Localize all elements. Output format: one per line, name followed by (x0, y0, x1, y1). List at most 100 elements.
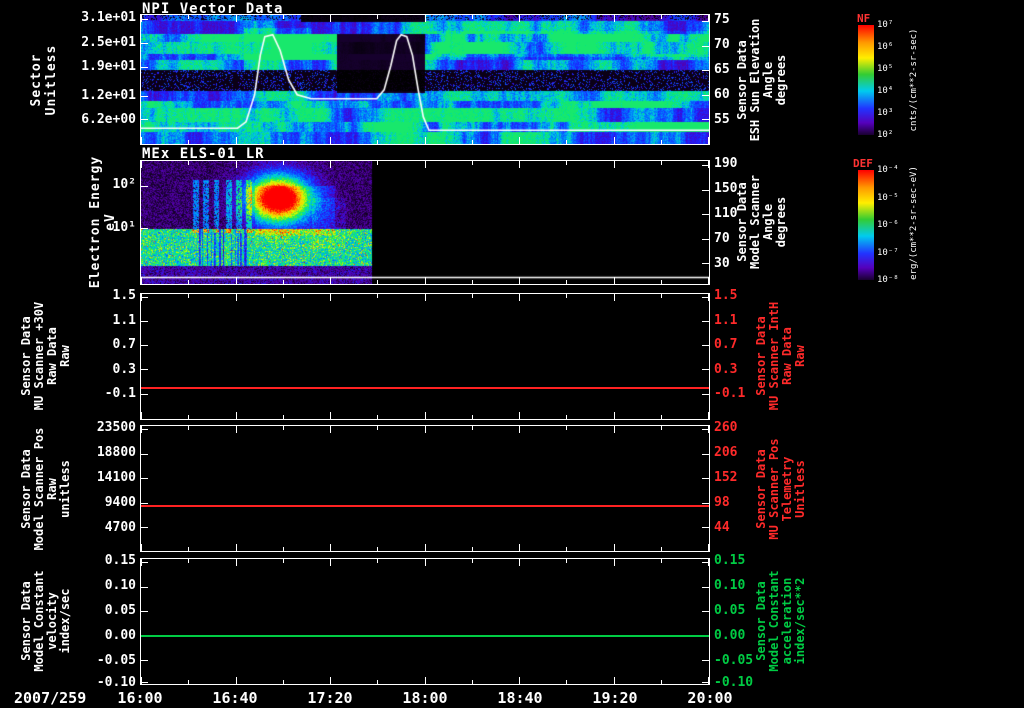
x-tick-minor (472, 680, 473, 684)
y-tick-label-right: 30 (714, 256, 730, 271)
y-tick (141, 321, 148, 322)
x-tick-minor (188, 547, 189, 551)
y-tick-label-right: 150 (714, 181, 738, 196)
colorbar-tick-label: 10⁻⁶ (877, 220, 899, 230)
y-tick-label-right: 152 (714, 470, 738, 485)
y-tick (141, 660, 148, 661)
x-tick-minor (188, 15, 189, 19)
y-tick-label-left: 0.10 (104, 578, 136, 593)
x-tick-minor (661, 547, 662, 551)
y-tick (141, 682, 148, 683)
y-tick-label-right: 0.7 (714, 337, 738, 352)
mu-scanner-raw-panel (140, 293, 710, 420)
x-tick-major (519, 161, 520, 168)
panel-title-npi: NPI Vector Data (142, 1, 284, 17)
x-tick-major (708, 137, 709, 144)
y-tick-label-left: 1.1 (112, 313, 136, 328)
y-tick (702, 190, 709, 191)
y-tick (141, 345, 148, 346)
x-tick-major (425, 294, 426, 301)
p4-left-axis-label: Sensor Data Model Constant velocity inde… (19, 570, 72, 672)
x-tick-minor (661, 294, 662, 298)
y-tick (702, 369, 709, 370)
x-tick-major (330, 161, 331, 168)
x-tick-major (519, 294, 520, 301)
x-tick-major (519, 412, 520, 419)
y-tick (141, 587, 148, 588)
x-tick-major (236, 15, 237, 22)
x-tick-major (236, 677, 237, 684)
y-tick-label-left: 0.15 (104, 553, 136, 568)
x-tick-label: 17:20 (307, 689, 353, 707)
x-tick-major (330, 677, 331, 684)
x-tick-minor (566, 161, 567, 165)
x-tick-major (330, 544, 331, 551)
colorbar-tick-label: 10⁶ (877, 42, 894, 52)
x-tick-minor (283, 426, 284, 430)
x-tick-major (519, 677, 520, 684)
x-tick-major (425, 544, 426, 551)
y-tick-label-left: 0.00 (104, 628, 136, 643)
x-tick-minor (377, 161, 378, 165)
x-tick-minor (661, 15, 662, 19)
y-tick (702, 562, 709, 563)
x-tick-major (236, 294, 237, 301)
x-tick-minor (377, 294, 378, 298)
x-tick-major (330, 15, 331, 22)
y-tick (141, 394, 148, 395)
x-tick-major (236, 412, 237, 419)
y-tick-label-right: 190 (714, 156, 738, 171)
x-tick-major (708, 544, 709, 551)
y-tick-label-left: 1.2e+01 (81, 88, 136, 103)
x-tick-major (708, 15, 709, 22)
y-tick (141, 369, 148, 370)
y-tick (702, 611, 709, 612)
x-tick-minor (661, 426, 662, 430)
def-colorbar (858, 170, 874, 280)
x-tick-minor (472, 140, 473, 144)
y-tick-label-right: 0.15 (714, 553, 746, 568)
x-tick-minor (566, 294, 567, 298)
x-tick-major (519, 426, 520, 433)
colorbar-tick-label: 10⁻⁴ (877, 165, 899, 175)
y-tick-label-left: 1.9e+01 (81, 59, 136, 74)
x-tick-minor (566, 559, 567, 563)
y-tick (702, 454, 709, 455)
x-tick-major (519, 559, 520, 566)
colorbar-tick-label: 10⁷ (877, 20, 894, 30)
y-tick-label-left: -0.1 (104, 386, 136, 401)
panel-title-els: MEx ELS-01 LR (142, 146, 265, 162)
x-tick-major (614, 137, 615, 144)
x-tick-minor (283, 415, 284, 419)
y-tick-label-right: 0.00 (714, 628, 746, 643)
y-tick-label-left: -0.05 (96, 653, 136, 668)
x-tick-major (614, 544, 615, 551)
x-tick-minor (188, 680, 189, 684)
x-tick-minor (472, 426, 473, 430)
x-tick-label: 19:20 (592, 689, 638, 707)
x-tick-minor (188, 140, 189, 144)
x-tick-major (614, 559, 615, 566)
x-tick-major (236, 426, 237, 433)
y-tick-label-right: 0.10 (714, 578, 746, 593)
x-tick-major (614, 277, 615, 284)
x-tick-minor (661, 140, 662, 144)
x-tick-major (141, 677, 142, 684)
y-tick (702, 165, 709, 166)
model-scanner-pos-panel (140, 425, 710, 552)
x-tick-minor (188, 294, 189, 298)
x-tick-major (141, 161, 142, 168)
y-tick (141, 527, 148, 528)
x-tick-major (614, 412, 615, 419)
y-tick-label-left: 9400 (104, 495, 136, 510)
y-tick (702, 321, 709, 322)
x-tick-major (425, 412, 426, 419)
y-tick (702, 119, 709, 120)
y-tick (702, 70, 709, 71)
x-tick-minor (283, 280, 284, 284)
x-tick-major (425, 137, 426, 144)
x-tick-minor (188, 280, 189, 284)
y-tick-label-right: -0.10 (714, 675, 754, 690)
y-tick (141, 96, 148, 97)
x-tick-minor (472, 415, 473, 419)
